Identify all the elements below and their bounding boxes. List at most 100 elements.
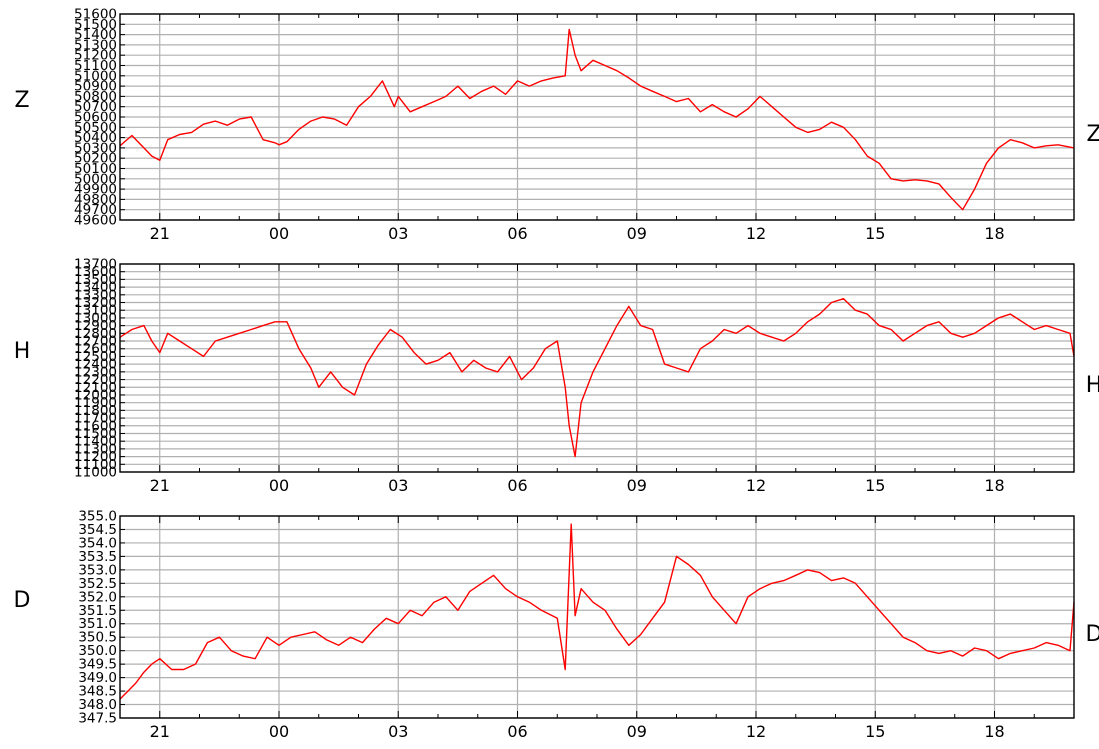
y-tick-label: 350.5 <box>78 630 117 646</box>
y-tick-label: 348.0 <box>78 697 117 713</box>
y-tick-label: 12000 <box>74 387 117 403</box>
y-tick-label: 12300 <box>74 364 117 380</box>
y-tick-label: 51300 <box>74 37 117 53</box>
y-tick-label: 11800 <box>74 403 117 419</box>
panel-label-right: Z <box>1086 122 1099 147</box>
panel-label-left: D <box>14 588 31 613</box>
y-tick-label: 11100 <box>74 457 117 473</box>
x-tick-label: 06 <box>507 722 527 741</box>
x-tick-label: 00 <box>269 722 289 741</box>
panel-d: 347.5348.0348.5349.0349.5350.0350.5351.0… <box>14 509 1099 742</box>
series-line <box>119 298 1075 458</box>
y-tick-label: 13200 <box>74 295 117 311</box>
y-tick-label: 13100 <box>74 303 117 319</box>
x-tick-label: 06 <box>507 224 527 243</box>
x-tick-label: 09 <box>627 476 647 495</box>
series-line <box>119 28 1075 211</box>
y-tick-label: 12900 <box>74 318 117 334</box>
y-tick-label: 349.5 <box>78 657 117 673</box>
panel-label-left: H <box>14 339 31 364</box>
y-tick-label: 11900 <box>74 395 117 411</box>
x-tick-label: 12 <box>746 722 766 741</box>
y-tick-label: 50500 <box>74 120 117 136</box>
y-tick-label: 349.0 <box>78 670 117 686</box>
x-tick-label: 21 <box>150 224 170 243</box>
x-tick-label: 15 <box>865 476 885 495</box>
panel-z: 4960049700498004990050000501005020050300… <box>14 7 1099 244</box>
y-tick-label: 11600 <box>74 418 117 434</box>
y-tick-label: 50200 <box>74 151 117 167</box>
y-tick-label: 51200 <box>74 48 117 64</box>
y-tick-label: 352.5 <box>78 576 117 592</box>
y-tick-label: 12800 <box>74 326 117 342</box>
plot-frame <box>119 515 1075 719</box>
y-tick-label: 50900 <box>74 79 117 95</box>
y-tick-label: 351.5 <box>78 603 117 619</box>
y-tick-label: 12500 <box>74 349 117 365</box>
x-tick-label: 18 <box>984 476 1004 495</box>
y-tick-label: 51400 <box>74 27 117 43</box>
x-tick-label: 06 <box>507 476 527 495</box>
y-tick-label: 49700 <box>74 202 117 218</box>
panel-label-right: D <box>1086 622 1099 647</box>
x-tick-label: 15 <box>865 722 885 741</box>
y-tick-label: 51000 <box>74 68 117 84</box>
y-tick-label: 13600 <box>74 264 117 280</box>
y-tick-label: 13300 <box>74 287 117 303</box>
y-tick-label: 348.5 <box>78 684 117 700</box>
x-tick-label: 12 <box>746 476 766 495</box>
x-tick-label: 21 <box>150 722 170 741</box>
y-tick-label: 51100 <box>74 58 117 74</box>
x-tick-label: 03 <box>388 224 408 243</box>
y-tick-label: 12600 <box>74 341 117 357</box>
y-tick-label: 50800 <box>74 89 117 105</box>
y-tick-label: 50600 <box>74 110 117 126</box>
y-tick-label: 13400 <box>74 280 117 296</box>
y-tick-label: 12700 <box>74 334 117 350</box>
y-tick-label: 12200 <box>74 372 117 388</box>
y-tick-label: 49800 <box>74 192 117 208</box>
y-tick-label: 50700 <box>74 99 117 115</box>
y-tick-label: 51600 <box>74 7 117 23</box>
x-tick-label: 18 <box>984 722 1004 741</box>
y-tick-label: 11300 <box>74 441 117 457</box>
x-tick-label: 03 <box>388 722 408 741</box>
y-tick-label: 12100 <box>74 380 117 396</box>
y-tick-label: 354.5 <box>78 522 117 538</box>
x-tick-label: 09 <box>627 722 647 741</box>
x-tick-label: 18 <box>984 224 1004 243</box>
y-tick-label: 12400 <box>74 357 117 373</box>
y-tick-label: 11400 <box>74 434 117 450</box>
y-tick-label: 11500 <box>74 426 117 442</box>
x-tick-label: 09 <box>627 224 647 243</box>
y-tick-label: 351.0 <box>78 616 117 632</box>
y-tick-label: 11000 <box>74 465 117 481</box>
x-tick-label: 00 <box>269 476 289 495</box>
y-tick-label: 11700 <box>74 411 117 427</box>
y-tick-label: 352.0 <box>78 589 117 605</box>
y-tick-label: 353.5 <box>78 549 117 565</box>
y-tick-label: 353.0 <box>78 562 117 578</box>
y-tick-label: 354.0 <box>78 535 117 551</box>
plot-frame <box>119 263 1075 473</box>
y-tick-label: 50300 <box>74 140 117 156</box>
y-tick-label: 350.0 <box>78 643 117 659</box>
y-tick-label: 50400 <box>74 130 117 146</box>
x-tick-label: 00 <box>269 224 289 243</box>
panel-label-right: H <box>1086 373 1099 398</box>
y-tick-label: 13700 <box>74 257 117 273</box>
y-tick-label: 347.5 <box>78 711 117 727</box>
x-tick-label: 21 <box>150 476 170 495</box>
y-tick-label: 355.0 <box>78 509 117 525</box>
y-tick-label: 11200 <box>74 449 117 465</box>
y-tick-label: 50000 <box>74 171 117 187</box>
y-tick-label: 49900 <box>74 182 117 198</box>
panel-label-left: Z <box>14 88 29 113</box>
y-tick-label: 13500 <box>74 272 117 288</box>
y-tick-label: 13000 <box>74 310 117 326</box>
x-tick-label: 12 <box>746 224 766 243</box>
plot-frame <box>119 13 1075 221</box>
series-line <box>119 523 1075 700</box>
x-tick-label: 15 <box>865 224 885 243</box>
